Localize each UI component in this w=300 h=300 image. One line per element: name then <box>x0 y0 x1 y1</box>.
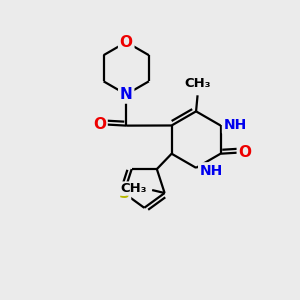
Text: NH: NH <box>224 118 247 133</box>
Text: CH₃: CH₃ <box>184 77 211 90</box>
Text: CH₃: CH₃ <box>120 182 147 195</box>
Text: NH: NH <box>200 164 223 178</box>
Text: O: O <box>120 34 133 50</box>
Text: N: N <box>120 87 133 102</box>
Text: O: O <box>238 145 251 160</box>
Text: S: S <box>118 185 129 200</box>
Text: O: O <box>93 117 106 132</box>
